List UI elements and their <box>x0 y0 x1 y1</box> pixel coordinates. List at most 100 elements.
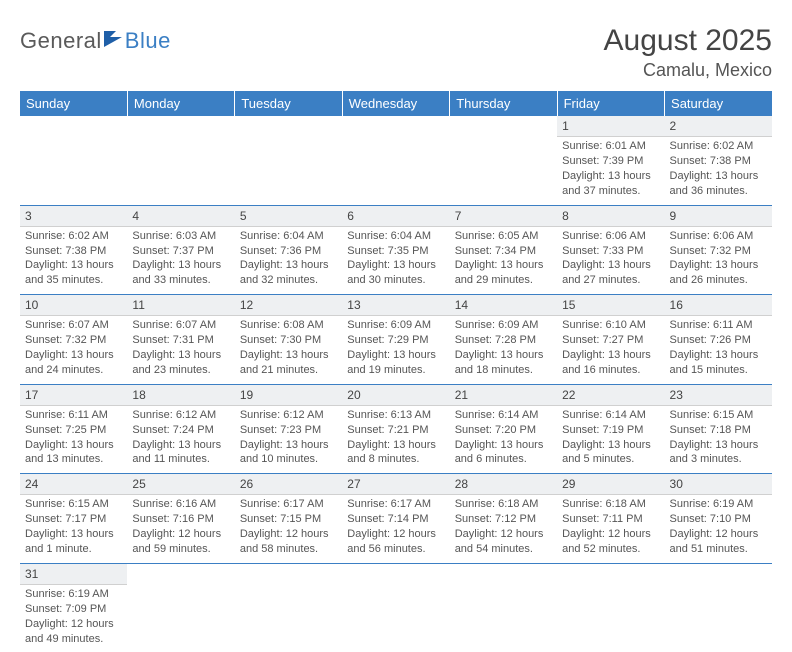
daylight-text: and 6 minutes. <box>455 452 552 467</box>
day-header: Wednesday <box>342 91 449 116</box>
calendar-week-row: 3Sunrise: 6:02 AMSunset: 7:38 PMDaylight… <box>20 205 772 295</box>
daylight-text: and 11 minutes. <box>132 452 229 467</box>
sunrise-text: Sunrise: 6:07 AM <box>25 318 122 333</box>
daylight-text: Daylight: 13 hours <box>455 438 552 453</box>
sunset-text: Sunset: 7:27 PM <box>562 333 659 348</box>
daylight-text: Daylight: 13 hours <box>562 348 659 363</box>
calendar-day-cell: 11Sunrise: 6:07 AMSunset: 7:31 PMDayligh… <box>127 295 234 385</box>
calendar-day-cell: 8Sunrise: 6:06 AMSunset: 7:33 PMDaylight… <box>557 205 664 295</box>
sunset-text: Sunset: 7:19 PM <box>562 423 659 438</box>
calendar-day-cell: 16Sunrise: 6:11 AMSunset: 7:26 PMDayligh… <box>665 295 772 385</box>
day-number: 26 <box>235 474 342 495</box>
sunrise-text: Sunrise: 6:15 AM <box>670 408 767 423</box>
day-number: 27 <box>342 474 449 495</box>
day-number: 9 <box>665 206 772 227</box>
calendar-day-cell: 10Sunrise: 6:07 AMSunset: 7:32 PMDayligh… <box>20 295 127 385</box>
daylight-text: Daylight: 13 hours <box>132 258 229 273</box>
day-number: 29 <box>557 474 664 495</box>
calendar-day-cell: 29Sunrise: 6:18 AMSunset: 7:11 PMDayligh… <box>557 474 664 564</box>
day-number: 18 <box>127 385 234 406</box>
sunrise-text: Sunrise: 6:03 AM <box>132 229 229 244</box>
sunrise-text: Sunrise: 6:17 AM <box>240 497 337 512</box>
sunrise-text: Sunrise: 6:02 AM <box>670 139 767 154</box>
daylight-text: Daylight: 12 hours <box>347 527 444 542</box>
daylight-text: and 36 minutes. <box>670 184 767 199</box>
daylight-text: and 29 minutes. <box>455 273 552 288</box>
day-number: 28 <box>450 474 557 495</box>
title-block: August 2025 Camalu, Mexico <box>604 24 772 81</box>
sunset-text: Sunset: 7:14 PM <box>347 512 444 527</box>
daylight-text: Daylight: 13 hours <box>670 169 767 184</box>
location: Camalu, Mexico <box>604 60 772 81</box>
day-number: 8 <box>557 206 664 227</box>
calendar-day-cell: 27Sunrise: 6:17 AMSunset: 7:14 PMDayligh… <box>342 474 449 564</box>
sunset-text: Sunset: 7:37 PM <box>132 244 229 259</box>
day-number: 24 <box>20 474 127 495</box>
sunrise-text: Sunrise: 6:05 AM <box>455 229 552 244</box>
calendar-day-cell <box>450 116 557 205</box>
sunset-text: Sunset: 7:15 PM <box>240 512 337 527</box>
calendar-day-cell: 2Sunrise: 6:02 AMSunset: 7:38 PMDaylight… <box>665 116 772 205</box>
daylight-text: Daylight: 13 hours <box>347 348 444 363</box>
sunrise-text: Sunrise: 6:12 AM <box>240 408 337 423</box>
daylight-text: Daylight: 13 hours <box>562 258 659 273</box>
sunset-text: Sunset: 7:23 PM <box>240 423 337 438</box>
calendar-day-cell <box>342 116 449 205</box>
daylight-text: and 49 minutes. <box>25 632 122 647</box>
calendar-day-cell: 30Sunrise: 6:19 AMSunset: 7:10 PMDayligh… <box>665 474 772 564</box>
calendar-day-cell <box>127 116 234 205</box>
daylight-text: Daylight: 12 hours <box>455 527 552 542</box>
calendar-day-cell: 1Sunrise: 6:01 AMSunset: 7:39 PMDaylight… <box>557 116 664 205</box>
calendar-day-cell: 3Sunrise: 6:02 AMSunset: 7:38 PMDaylight… <box>20 205 127 295</box>
daylight-text: Daylight: 12 hours <box>25 617 122 632</box>
sunset-text: Sunset: 7:24 PM <box>132 423 229 438</box>
sunrise-text: Sunrise: 6:11 AM <box>25 408 122 423</box>
daylight-text: and 59 minutes. <box>132 542 229 557</box>
sunset-text: Sunset: 7:38 PM <box>25 244 122 259</box>
daylight-text: Daylight: 13 hours <box>670 258 767 273</box>
sunrise-text: Sunrise: 6:07 AM <box>132 318 229 333</box>
daylight-text: and 27 minutes. <box>562 273 659 288</box>
sunset-text: Sunset: 7:32 PM <box>670 244 767 259</box>
daylight-text: Daylight: 13 hours <box>347 258 444 273</box>
logo-text-general: General <box>20 28 102 54</box>
sunset-text: Sunset: 7:12 PM <box>455 512 552 527</box>
daylight-text: Daylight: 13 hours <box>25 438 122 453</box>
sunset-text: Sunset: 7:17 PM <box>25 512 122 527</box>
sunset-text: Sunset: 7:20 PM <box>455 423 552 438</box>
daylight-text: and 52 minutes. <box>562 542 659 557</box>
sunrise-text: Sunrise: 6:16 AM <box>132 497 229 512</box>
day-number: 21 <box>450 385 557 406</box>
calendar-week-row: 31Sunrise: 6:19 AMSunset: 7:09 PMDayligh… <box>20 563 772 652</box>
daylight-text: and 18 minutes. <box>455 363 552 378</box>
daylight-text: and 8 minutes. <box>347 452 444 467</box>
calendar-day-cell <box>665 563 772 652</box>
day-number: 11 <box>127 295 234 316</box>
calendar-day-cell: 24Sunrise: 6:15 AMSunset: 7:17 PMDayligh… <box>20 474 127 564</box>
daylight-text: and 32 minutes. <box>240 273 337 288</box>
sunset-text: Sunset: 7:30 PM <box>240 333 337 348</box>
day-number: 13 <box>342 295 449 316</box>
daylight-text: Daylight: 12 hours <box>562 527 659 542</box>
sunset-text: Sunset: 7:26 PM <box>670 333 767 348</box>
calendar-day-cell: 12Sunrise: 6:08 AMSunset: 7:30 PMDayligh… <box>235 295 342 385</box>
calendar-day-cell: 18Sunrise: 6:12 AMSunset: 7:24 PMDayligh… <box>127 384 234 474</box>
day-number: 14 <box>450 295 557 316</box>
day-number: 30 <box>665 474 772 495</box>
sunset-text: Sunset: 7:34 PM <box>455 244 552 259</box>
day-number: 4 <box>127 206 234 227</box>
calendar-day-cell: 7Sunrise: 6:05 AMSunset: 7:34 PMDaylight… <box>450 205 557 295</box>
day-number: 22 <box>557 385 664 406</box>
sunrise-text: Sunrise: 6:10 AM <box>562 318 659 333</box>
calendar-day-cell: 13Sunrise: 6:09 AMSunset: 7:29 PMDayligh… <box>342 295 449 385</box>
day-number: 3 <box>20 206 127 227</box>
sunrise-text: Sunrise: 6:13 AM <box>347 408 444 423</box>
sunrise-text: Sunrise: 6:19 AM <box>25 587 122 602</box>
daylight-text: and 3 minutes. <box>670 452 767 467</box>
day-number: 20 <box>342 385 449 406</box>
day-number: 16 <box>665 295 772 316</box>
sunset-text: Sunset: 7:18 PM <box>670 423 767 438</box>
daylight-text: and 10 minutes. <box>240 452 337 467</box>
calendar-day-cell <box>342 563 449 652</box>
daylight-text: Daylight: 13 hours <box>670 438 767 453</box>
